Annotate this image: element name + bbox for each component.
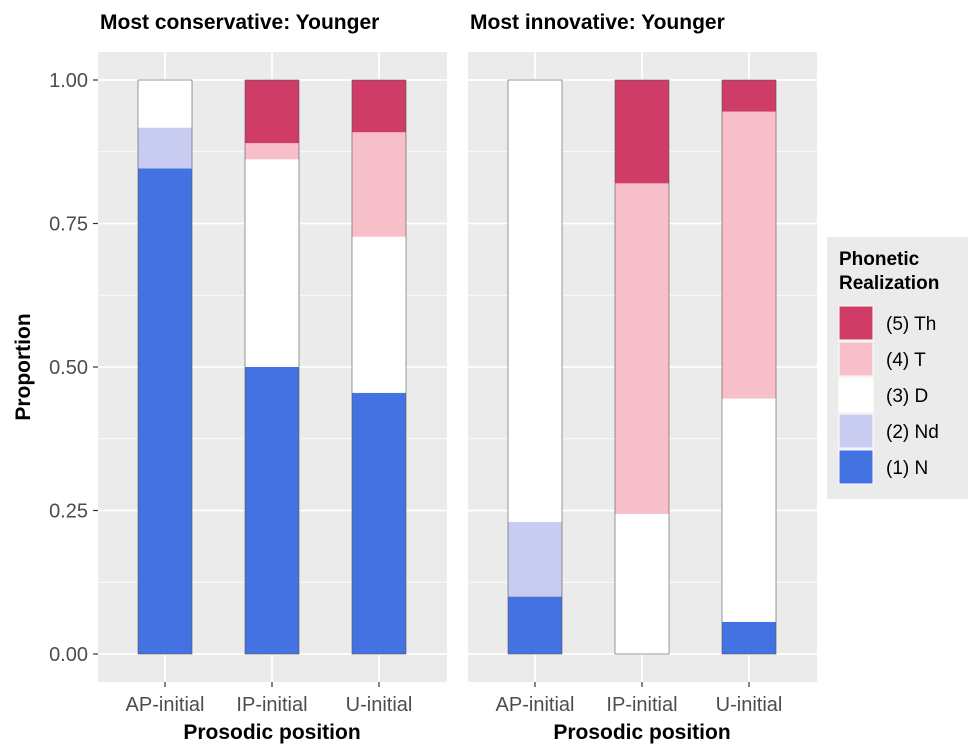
y-tick-label: 0.00: [49, 644, 88, 666]
bar-segment-n: [508, 596, 562, 654]
x-tick-label: U-initial: [716, 694, 783, 716]
legend: Phonetic Realization (5) Th (4) T (3) D (2)…: [827, 237, 968, 499]
bar-outline: [244, 79, 300, 655]
legend-swatch-nd: [838, 413, 874, 449]
bar-segment-n: [352, 392, 406, 654]
x-tick-label: AP-initial: [126, 694, 205, 716]
bar-segment-th: [245, 80, 299, 144]
legend-label: (2) Nd: [886, 422, 939, 443]
x-ticks-conservative: AP-initial IP-initial U-initial: [126, 682, 413, 716]
bar-outline: [721, 79, 777, 655]
legend-title-line1: Phonetic: [839, 249, 920, 270]
bar-segment-nd: [508, 521, 562, 597]
y-tick-label: 0.75: [49, 214, 88, 236]
legend-label: (4) T: [886, 350, 926, 371]
bar-segment-nd: [138, 127, 192, 169]
bar-segment-n: [722, 621, 776, 654]
bar-outline: [351, 79, 407, 655]
legend-swatch-t: [838, 341, 874, 377]
legend-swatch-d: [838, 377, 874, 413]
legend-title-line2: Realization: [839, 273, 939, 294]
x-tick-label: AP-initial: [496, 694, 575, 716]
bar-segment-d: [138, 80, 192, 128]
y-tick-label: 1.00: [49, 70, 88, 92]
x-ticks-innovative: AP-initial IP-initial U-initial: [496, 682, 783, 716]
bar-outline: [137, 79, 193, 655]
x-tick-label: IP-initial: [236, 694, 307, 716]
bar-segment-t: [722, 111, 776, 399]
panel-title-conservative: Most conservative: Younger: [100, 11, 379, 34]
legend-swatch-n: [838, 449, 874, 485]
legend-items: (5) Th (4) T (3) D (2) Nd (1) N: [838, 305, 939, 485]
bar-segment-t: [615, 183, 669, 514]
bar-outline: [614, 79, 670, 655]
x-axis-label-conservative: Prosodic position: [183, 721, 360, 744]
y-axis-label: Proportion: [12, 313, 35, 420]
bar-segment-d: [508, 80, 562, 522]
panel-title-innovative: Most innovative: Younger: [470, 11, 725, 34]
x-axis-label-innovative: Prosodic position: [553, 721, 730, 744]
bar-segment-d: [615, 513, 669, 654]
bar-segment-n: [245, 367, 299, 654]
bar-segment-th: [352, 80, 406, 133]
y-axis-ticks: 0.00 0.25 0.50 0.75 1.00: [49, 70, 98, 666]
bar-segment-d: [245, 159, 299, 367]
bars-innovative: [507, 79, 777, 655]
bar-segment-d: [352, 236, 406, 393]
bars-conservative: [137, 79, 407, 655]
bar-segment-th: [722, 80, 776, 112]
legend-label: (5) Th: [886, 314, 936, 335]
x-tick-label: IP-initial: [606, 694, 677, 716]
y-tick-label: 0.25: [49, 501, 88, 523]
legend-label: (3) D: [886, 386, 928, 407]
bar-segment-d: [722, 398, 776, 622]
bar-segment-t: [245, 143, 299, 160]
bar-segment-t: [352, 132, 406, 237]
bar-outline: [507, 79, 563, 655]
y-tick-label: 0.50: [49, 357, 88, 379]
legend-label: (1) N: [886, 458, 928, 479]
x-tick-label: U-initial: [346, 694, 413, 716]
bar-segment-n: [138, 168, 192, 654]
legend-swatch-th: [838, 305, 874, 341]
bar-segment-th: [615, 80, 669, 184]
